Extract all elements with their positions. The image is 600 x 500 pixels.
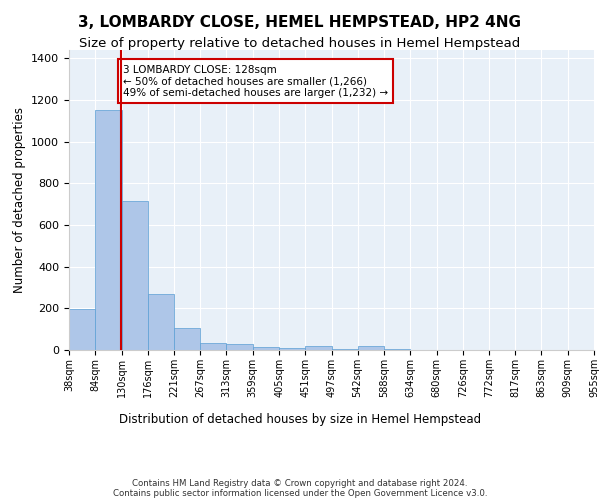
Bar — [95, 110, 122, 350]
Bar — [226, 344, 253, 350]
Text: 3 LOMBARDY CLOSE: 128sqm
← 50% of detached houses are smaller (1,266)
49% of sem: 3 LOMBARDY CLOSE: 128sqm ← 50% of detach… — [123, 64, 388, 98]
Y-axis label: Number of detached properties: Number of detached properties — [13, 107, 26, 293]
Bar — [148, 294, 174, 350]
Bar — [69, 310, 95, 350]
Bar — [358, 346, 384, 350]
Bar — [279, 348, 305, 350]
Bar — [200, 342, 226, 350]
Bar — [253, 347, 279, 350]
Text: Contains public sector information licensed under the Open Government Licence v3: Contains public sector information licen… — [113, 488, 487, 498]
Text: Size of property relative to detached houses in Hemel Hempstead: Size of property relative to detached ho… — [79, 38, 521, 51]
Text: Contains HM Land Registry data © Crown copyright and database right 2024.: Contains HM Land Registry data © Crown c… — [132, 478, 468, 488]
Bar — [174, 328, 200, 350]
Text: Distribution of detached houses by size in Hemel Hempstead: Distribution of detached houses by size … — [119, 412, 481, 426]
Bar — [122, 201, 148, 350]
Text: 3, LOMBARDY CLOSE, HEMEL HEMPSTEAD, HP2 4NG: 3, LOMBARDY CLOSE, HEMEL HEMPSTEAD, HP2 … — [79, 15, 521, 30]
Bar — [305, 346, 332, 350]
Bar — [332, 349, 358, 350]
